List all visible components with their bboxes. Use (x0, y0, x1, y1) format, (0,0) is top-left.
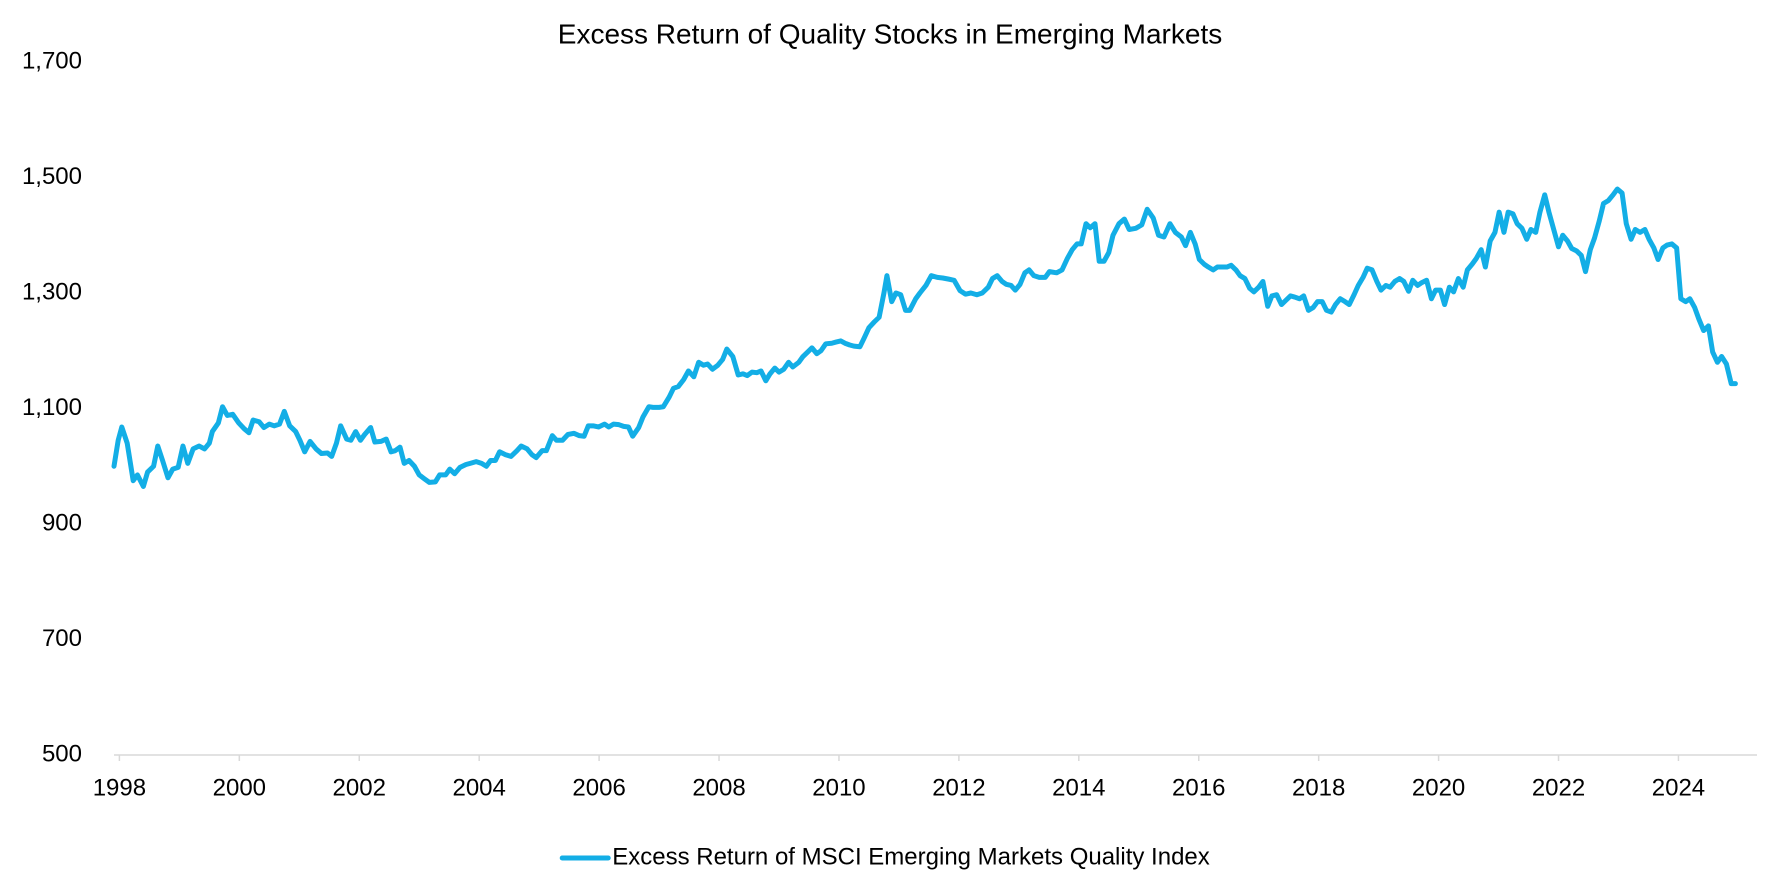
x-tick-label: 2024 (1652, 774, 1705, 801)
y-tick-label: 1,300 (22, 278, 82, 305)
x-tick-label: 2022 (1532, 774, 1585, 801)
y-tick-label: 1,100 (22, 394, 82, 421)
x-tick-label: 2018 (1292, 774, 1345, 801)
series-line (111, 186, 1738, 489)
legend-item: Excess Return of MSCI Emerging Markets Q… (559, 843, 1210, 870)
x-tick-label: 2020 (1412, 774, 1465, 801)
y-tick-label: 1,500 (22, 163, 82, 190)
x-tick-label: 2010 (812, 774, 865, 801)
x-tick-label: 2012 (932, 774, 985, 801)
x-tick-label: 2004 (452, 774, 505, 801)
y-tick-label: 900 (42, 509, 82, 536)
x-tick-label: 2006 (572, 774, 625, 801)
x-tick-label: 2000 (213, 774, 266, 801)
x-tick-label: 2016 (1172, 774, 1225, 801)
y-tick-label: 500 (42, 740, 82, 767)
x-tick-label: 2008 (692, 774, 745, 801)
x-tick-label: 2014 (1052, 774, 1105, 801)
chart-title: Excess Return of Quality Stocks in Emerg… (558, 18, 1222, 49)
y-tick-label: 1,700 (22, 47, 82, 74)
y-tick-label: 700 (42, 625, 82, 652)
x-tick-label: 1998 (93, 774, 146, 801)
legend-label: Excess Return of MSCI Emerging Markets Q… (612, 843, 1210, 870)
x-tick-label: 2002 (333, 774, 386, 801)
